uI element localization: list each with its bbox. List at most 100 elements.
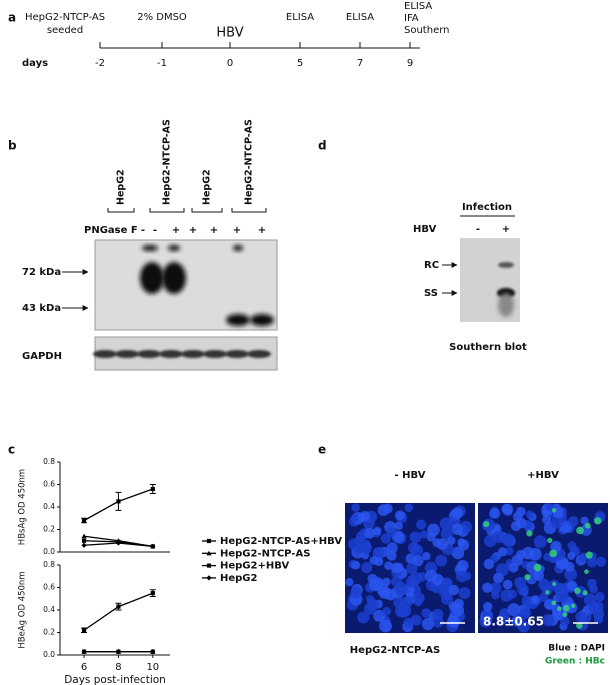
event-label: ELISA [404, 1, 432, 12]
nucleus [525, 510, 535, 519]
nucleus [404, 503, 413, 512]
data-point [81, 649, 87, 655]
axis-label: days [22, 58, 48, 69]
stain-legend: Blue : DAPI [548, 644, 605, 654]
nucleus [499, 608, 511, 619]
nucleus [501, 533, 515, 547]
nucleus [502, 579, 513, 590]
lane-bracket [191, 208, 223, 213]
nucleus [541, 508, 550, 517]
legend-marker [206, 538, 212, 544]
nucleus [427, 523, 440, 537]
nucleus [345, 578, 354, 587]
band [226, 314, 250, 326]
nucleus [372, 546, 386, 560]
nucleus [456, 559, 469, 572]
hbc-signal [584, 569, 589, 574]
y-tick-label: 0.2 [43, 628, 55, 637]
nucleus [504, 507, 513, 516]
hbc-signal [562, 612, 568, 618]
event-label: 2% DMSO [137, 12, 187, 23]
nucleus [586, 578, 597, 589]
band [159, 350, 183, 358]
band [115, 350, 139, 358]
nucleus [539, 592, 549, 602]
nucleus [422, 552, 431, 561]
treatment-sign: + [258, 225, 266, 236]
nucleus [550, 540, 562, 553]
treatment-label: HBV [413, 224, 437, 235]
hbc-signal [557, 606, 562, 611]
nucleus [380, 533, 392, 544]
event-label: HBV [216, 26, 243, 41]
nucleus [458, 539, 470, 551]
nucleus [448, 601, 458, 611]
nucleus [588, 602, 601, 614]
panel-label: c [8, 443, 15, 457]
hbc-signal [582, 590, 588, 596]
legend-label: HepG2 [220, 573, 258, 584]
nucleus [351, 560, 361, 570]
panel-label: a [8, 11, 16, 25]
condition-label: - HBV [395, 470, 426, 481]
nucleus [425, 569, 438, 583]
nucleus [533, 570, 545, 582]
nucleus [414, 598, 423, 607]
nucleus [441, 577, 453, 589]
nucleus [436, 538, 448, 550]
nucleus [542, 515, 552, 525]
nucleus [384, 561, 393, 571]
nucleus [386, 550, 397, 561]
band [233, 245, 243, 251]
nucleus [556, 589, 569, 603]
series-line [83, 592, 154, 631]
band [168, 245, 180, 251]
nucleus [390, 562, 402, 574]
nucleus [394, 510, 405, 521]
band [203, 350, 227, 358]
condition-label: +HBV [527, 470, 559, 481]
nucleus [374, 557, 384, 567]
y-tick-label: 0.6 [43, 583, 55, 592]
nucleus [455, 570, 468, 583]
nucleus [410, 544, 424, 557]
panel-label: d [318, 139, 327, 153]
blot-marker: RC [424, 260, 439, 271]
band [250, 314, 274, 326]
nucleus [504, 546, 514, 556]
nucleus [500, 589, 513, 602]
panel-label: e [318, 443, 326, 457]
day-label: 5 [297, 58, 303, 69]
x-tick-label: 10 [146, 662, 159, 673]
data-point [81, 533, 87, 539]
data-point [81, 538, 87, 543]
nucleus [351, 503, 360, 512]
nucleus [550, 516, 564, 529]
data-point [150, 543, 156, 549]
data-point [116, 499, 121, 504]
data-point [150, 486, 155, 492]
day-label: -2 [95, 58, 105, 69]
nucleus [435, 554, 448, 567]
hbc-signal [483, 520, 490, 528]
nucleus [350, 586, 362, 599]
nucleus [412, 555, 424, 567]
nucleus [406, 563, 418, 575]
legend-label: HepG2+HBV [220, 561, 289, 572]
nucleus [451, 523, 463, 535]
y-tick-label: 0.8 [43, 560, 55, 569]
nucleus [415, 519, 427, 530]
nucleus [440, 592, 453, 605]
x-tick-label: 8 [115, 662, 121, 673]
hbc-signal [533, 563, 542, 572]
band [142, 245, 158, 251]
nucleus [544, 599, 554, 610]
nucleus [560, 616, 570, 627]
hbc-signal [549, 549, 558, 558]
y-tick-label: 0.0 [43, 650, 55, 659]
nucleus [421, 617, 435, 631]
x-tick-label: 6 [81, 662, 87, 673]
treatment-sign: + [502, 224, 510, 235]
nucleus [567, 580, 578, 591]
x-axis-label: Days post-infection [64, 674, 166, 685]
